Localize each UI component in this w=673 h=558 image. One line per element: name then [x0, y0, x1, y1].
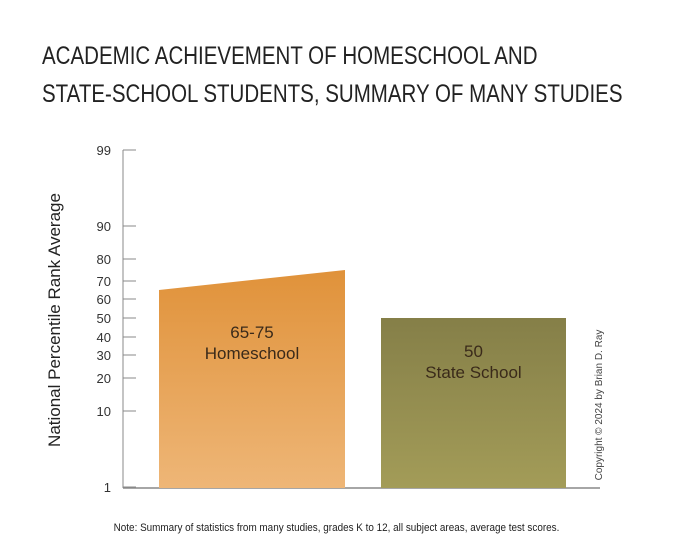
bar-value-label: 50: [464, 342, 483, 361]
chart-title-line-2: STATE-SCHOOL STUDENTS, SUMMARY OF MANY S…: [42, 80, 623, 108]
bar-category-label: Homeschool: [205, 344, 300, 363]
y-axis-label: National Percentile Rank Average: [45, 193, 64, 447]
chart-title-line-1: ACADEMIC ACHIEVEMENT OF HOMESCHOOL AND: [42, 42, 538, 70]
bar-homeschool: [159, 270, 345, 488]
y-tick-label: 99: [97, 143, 111, 158]
y-tick-label: 50: [97, 311, 111, 326]
y-tick-label: 10: [97, 404, 111, 419]
y-tick-label: 60: [97, 292, 111, 307]
y-tick-label: 30: [97, 348, 111, 363]
y-tick-label: 20: [97, 371, 111, 386]
bar-value-label: 65-75: [230, 323, 273, 342]
chart-note: Note: Summary of statistics from many st…: [113, 522, 560, 534]
y-tick-label: 80: [97, 252, 111, 267]
y-tick-label: 90: [97, 219, 111, 234]
bar-category-label: State School: [425, 363, 521, 382]
y-tick-label: 40: [97, 330, 111, 345]
y-tick-label: 1: [104, 480, 111, 495]
y-tick-label: 70: [97, 274, 111, 289]
copyright-text: Copyright © 2024 by Brian D. Ray: [594, 330, 605, 481]
bar-state-school: [381, 318, 566, 488]
